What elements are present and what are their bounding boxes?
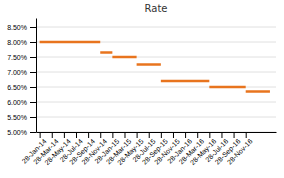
y-tick: 5.00% bbox=[7, 129, 36, 136]
tick-mark bbox=[30, 102, 36, 103]
tick-mark bbox=[30, 117, 36, 118]
y-axis: 5.00% 5.50% 6.00% 6.50% 7.00% 7.50% 8.00% 8.50% bbox=[7, 19, 36, 136]
tick-mark bbox=[234, 132, 235, 138]
tick-mark bbox=[221, 132, 222, 138]
step-segment bbox=[112, 56, 136, 59]
grid-line bbox=[36, 102, 276, 103]
tick-mark bbox=[149, 132, 150, 138]
grid-line bbox=[36, 132, 276, 133]
marks bbox=[40, 42, 270, 92]
step-segment bbox=[209, 86, 245, 89]
title: Rate bbox=[145, 3, 168, 14]
step-segment bbox=[100, 51, 112, 54]
y-tick: 6.50% bbox=[7, 84, 36, 91]
tick-mark bbox=[161, 132, 162, 138]
tick-label: 28-Nov-16 bbox=[226, 138, 254, 166]
y-tick: 5.50% bbox=[7, 114, 36, 121]
step-segment bbox=[137, 63, 161, 66]
step-segment bbox=[40, 41, 101, 44]
tick-mark bbox=[30, 72, 36, 73]
tick-label: 7.50% bbox=[7, 54, 27, 61]
tick-mark bbox=[30, 87, 36, 88]
grid bbox=[36, 27, 276, 132]
tick-mark bbox=[173, 132, 174, 138]
tick-mark bbox=[100, 132, 101, 138]
axis-line bbox=[37, 132, 277, 133]
y-tick: 6.00% bbox=[7, 99, 36, 106]
tick-mark bbox=[30, 27, 36, 28]
grid-line bbox=[36, 42, 276, 43]
tick-mark bbox=[64, 132, 65, 138]
x-tick: 28-Nov-16 bbox=[226, 132, 254, 166]
tick-mark bbox=[112, 132, 113, 138]
step-segment bbox=[161, 80, 209, 83]
grid-line bbox=[36, 27, 276, 28]
tick-mark bbox=[88, 132, 89, 138]
grid-line bbox=[36, 57, 276, 58]
tick-label: 8.50% bbox=[7, 24, 27, 31]
tick-label: 6.50% bbox=[7, 84, 27, 91]
y-tick: 8.00% bbox=[7, 39, 36, 46]
tick-mark bbox=[76, 132, 77, 138]
tick-mark bbox=[30, 42, 36, 43]
x-axis: 28-Jan-1428-Mar-1428-May-1428-Jul-1428-S… bbox=[20, 132, 276, 167]
tick-label: 7.00% bbox=[7, 69, 27, 76]
tick-mark bbox=[246, 132, 247, 138]
grid-line bbox=[36, 72, 276, 73]
grid-line bbox=[36, 87, 276, 88]
tick-label: 8.00% bbox=[7, 39, 27, 46]
y-tick: 7.00% bbox=[7, 69, 36, 76]
axis-line bbox=[36, 19, 37, 133]
y-tick: 7.50% bbox=[7, 54, 36, 61]
tick-mark bbox=[185, 132, 186, 138]
tick-label: 5.50% bbox=[7, 114, 27, 121]
tick-mark bbox=[30, 132, 36, 133]
tick-mark bbox=[197, 132, 198, 138]
step-segment bbox=[246, 90, 270, 93]
tick-mark bbox=[30, 57, 36, 58]
tick-label: 6.00% bbox=[7, 99, 27, 106]
y-tick: 8.50% bbox=[7, 24, 36, 31]
tick-mark bbox=[124, 132, 125, 138]
tick-mark bbox=[137, 132, 138, 138]
tick-mark bbox=[52, 132, 53, 138]
tick-mark bbox=[209, 132, 210, 138]
tick-mark bbox=[40, 132, 41, 138]
plot: 28-Jan-1428-Mar-1428-May-1428-Jul-1428-S… bbox=[7, 19, 276, 167]
grid-line bbox=[36, 117, 276, 118]
tick-label: 5.00% bbox=[7, 129, 27, 136]
chart: 28-Jan-1428-Mar-1428-May-1428-Jul-1428-S… bbox=[0, 0, 284, 178]
